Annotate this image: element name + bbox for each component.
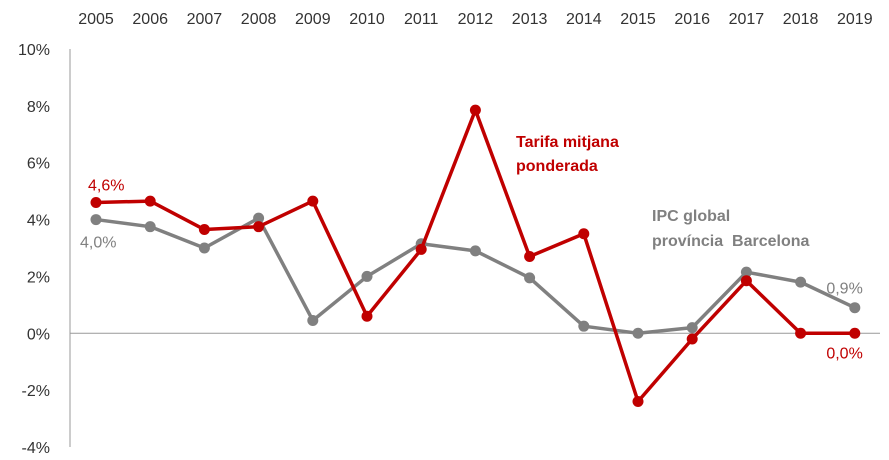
data-point	[144, 195, 156, 207]
data-point	[415, 243, 427, 255]
x-tick-label: 2005	[78, 11, 114, 28]
x-tick-label: 2010	[349, 11, 385, 28]
x-tick-label: 2011	[404, 11, 439, 28]
y-tick-label: 6%	[27, 156, 50, 173]
x-tick-label: 2006	[132, 11, 168, 28]
data-point	[198, 242, 210, 254]
series-label-tarifa-line2: ponderada	[516, 158, 598, 175]
x-tick-label: 2016	[674, 11, 710, 28]
y-tick-labels: -4% -2% 0% 2% 4% 6% 8% 10%	[18, 42, 50, 457]
x-tick-label: 2009	[295, 11, 331, 28]
data-point	[90, 197, 102, 209]
y-tick-label: 0%	[27, 326, 50, 343]
data-point	[307, 314, 319, 326]
data-point	[632, 396, 644, 408]
series-label-ipc-line1: IPC global	[652, 208, 730, 225]
data-point	[524, 251, 536, 263]
data-point	[469, 104, 481, 116]
data-point	[578, 228, 590, 240]
data-point	[253, 212, 265, 224]
x-tick-label: 2007	[187, 11, 223, 28]
data-point	[686, 333, 698, 345]
x-tick-label: 2017	[729, 11, 765, 28]
series-label-ipc-line2: província Barcelona	[652, 233, 809, 250]
data-point	[795, 276, 807, 288]
data-label: 4,6%	[88, 178, 124, 195]
data-point	[632, 327, 644, 339]
y-tick-label: 8%	[27, 99, 50, 116]
series-layer: 4,6% 0,0% 4,0% 0,9%	[80, 104, 863, 408]
x-tick-label: 2012	[458, 11, 494, 28]
y-tick-label: -2%	[22, 383, 50, 400]
x-tick-labels: 2005 2006 2007 2008 2009 2010 2011 2012 2013 2014…	[78, 11, 872, 28]
data-point	[144, 221, 156, 233]
data-label: 0,9%	[826, 281, 862, 298]
data-point	[307, 195, 319, 207]
data-point	[198, 224, 210, 236]
y-tick-label: 4%	[27, 213, 50, 230]
x-tick-label: 2008	[241, 11, 277, 28]
data-point	[849, 302, 861, 314]
data-point	[849, 327, 861, 339]
x-tick-label: 2015	[620, 11, 656, 28]
x-tick-label: 2019	[837, 11, 873, 28]
y-tick-label: -4%	[22, 440, 50, 457]
data-point	[361, 270, 373, 282]
y-tick-label: 10%	[18, 42, 50, 59]
data-point	[795, 327, 807, 339]
data-point	[361, 310, 373, 322]
y-tick-label: 2%	[27, 269, 50, 286]
data-point	[524, 272, 536, 284]
series-0	[90, 104, 861, 408]
x-tick-label: 2014	[566, 11, 602, 28]
data-point	[253, 221, 265, 233]
data-point	[740, 275, 752, 287]
data-label: 4,0%	[80, 235, 116, 252]
x-tick-label: 2013	[512, 11, 548, 28]
data-point	[578, 320, 590, 332]
data-point	[90, 214, 102, 226]
data-point	[740, 266, 752, 278]
data-point	[686, 322, 698, 334]
data-point	[469, 245, 481, 257]
data-label: 0,0%	[826, 345, 862, 362]
series-label-tarifa-line1: Tarifa mitjana	[516, 134, 619, 151]
x-tick-label: 2018	[783, 11, 819, 28]
